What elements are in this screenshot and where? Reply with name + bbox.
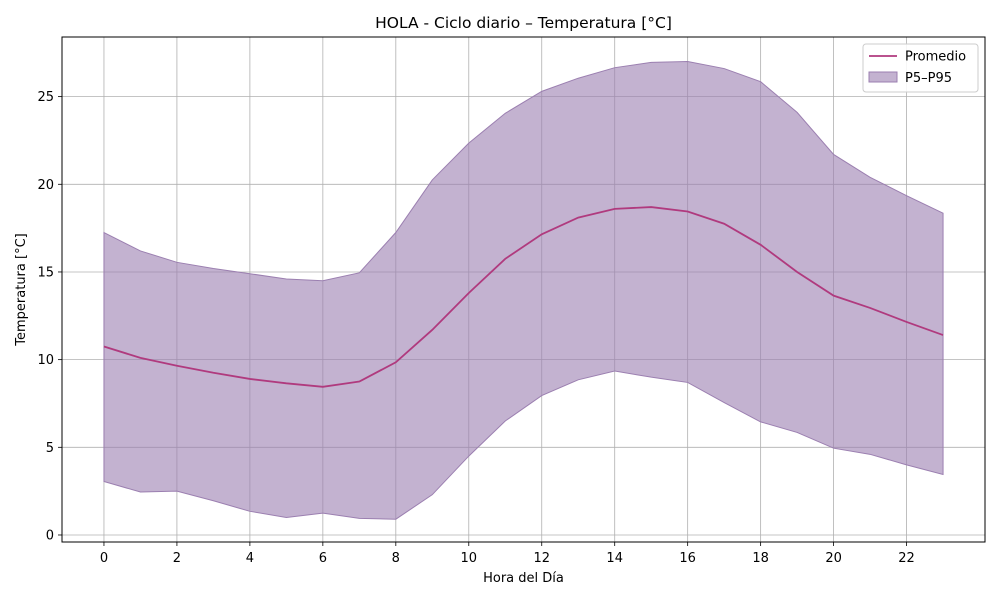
y-tick-label: 25 — [37, 90, 54, 105]
band-layer — [103, 61, 944, 520]
plot-frame — [61, 36, 986, 543]
x-tick-label: 4 — [246, 551, 254, 566]
x-tick-label: 20 — [825, 551, 842, 566]
y-tick-label: 5 — [46, 441, 54, 456]
legend-label-p5-p95: P5–P95 — [905, 71, 952, 86]
x-tick-label: 22 — [898, 551, 915, 566]
x-tick-label: 2 — [173, 551, 181, 566]
y-tick-label: 0 — [46, 528, 54, 543]
y-tick-label: 10 — [37, 353, 54, 368]
legend-label-promedio: Promedio — [905, 50, 966, 65]
x-axis-label: Hora del Día — [483, 571, 564, 586]
chart-title: HOLA - Ciclo diario – Temperatura [°C] — [375, 14, 672, 32]
legend: Promedio P5–P95 — [862, 43, 979, 93]
line-promedio — [103, 206, 944, 388]
band-p5-p95 — [103, 61, 944, 520]
x-tick-label: 18 — [752, 551, 769, 566]
x-tick-label: 10 — [461, 551, 478, 566]
y-tick-label: 20 — [37, 178, 54, 193]
x-tick-label: 6 — [319, 551, 327, 566]
x-tick-label: 8 — [392, 551, 400, 566]
y-axis-ticks: 0 5 10 15 20 25 — [37, 90, 62, 543]
x-tick-label: 16 — [679, 551, 696, 566]
x-tick-label: 0 — [100, 551, 108, 566]
y-axis-label: Temperatura [°C] — [14, 233, 29, 346]
x-tick-label: 12 — [533, 551, 550, 566]
x-tick-label: 14 — [606, 551, 623, 566]
y-tick-label: 15 — [37, 265, 54, 280]
legend-swatch-p5-p95 — [868, 71, 898, 83]
x-axis-ticks: 0 2 4 6 8 10 12 14 16 18 20 22 — [100, 542, 915, 566]
line-layer — [103, 206, 944, 388]
